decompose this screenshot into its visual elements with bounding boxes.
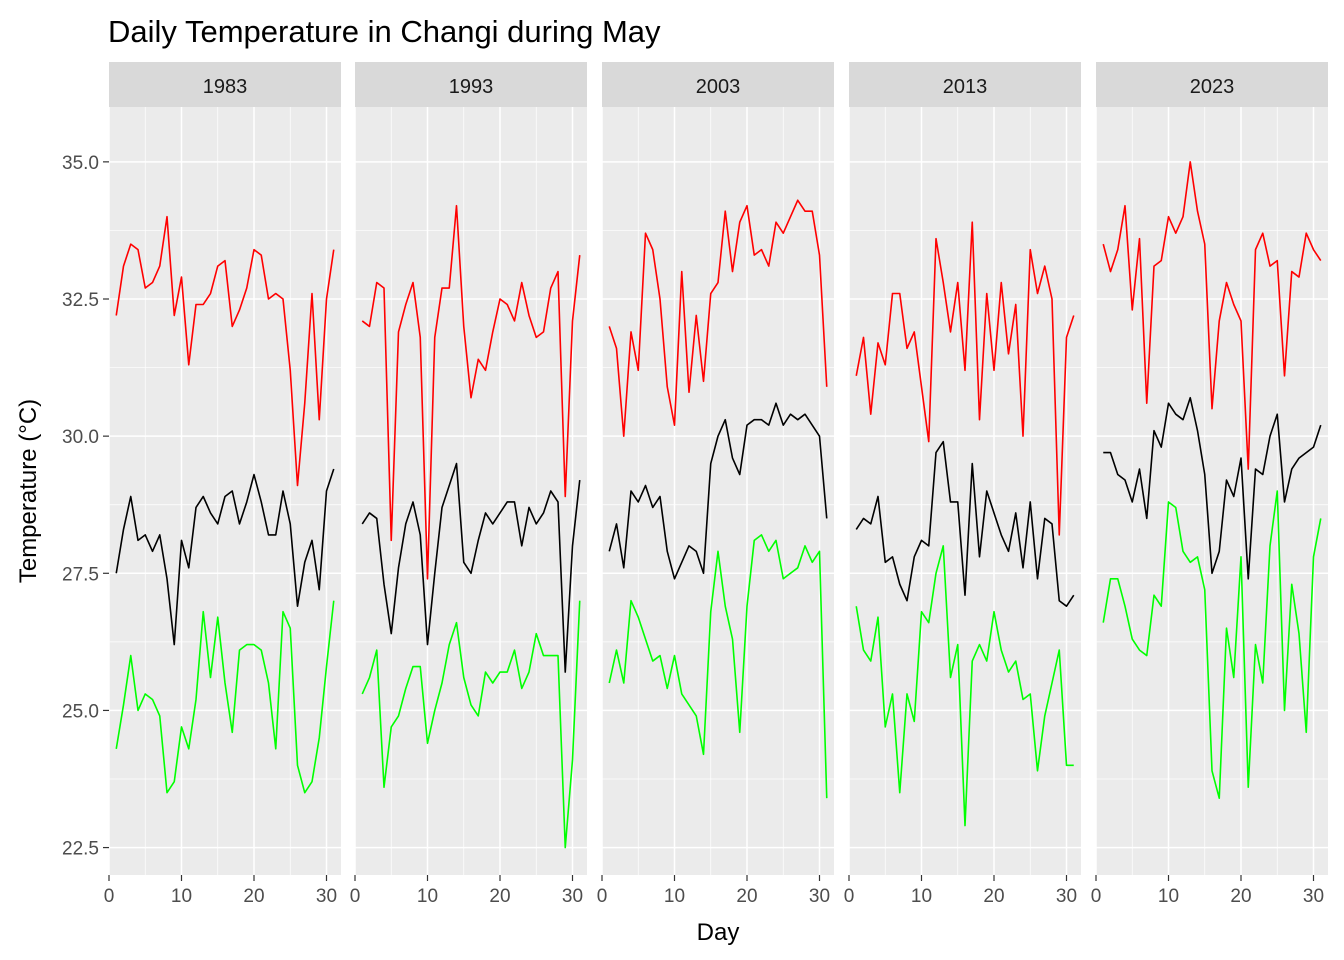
series-line-min <box>361 600 581 849</box>
x-tick-label: 20 <box>1230 886 1251 907</box>
facet-strip <box>1096 62 1328 107</box>
facet-panel-1993: 1993 0 10 20 30 <box>350 62 587 907</box>
x-tick-label: 0 <box>1091 886 1102 907</box>
y-tick-label: 32.5 <box>62 290 99 311</box>
series-line-min <box>608 534 828 799</box>
x-tick-label: 10 <box>1158 886 1179 907</box>
series-line-max <box>361 204 581 580</box>
facet-strip <box>109 62 341 107</box>
series-line-min <box>115 600 335 794</box>
x-tick-label: 30 <box>1303 886 1324 907</box>
y-axis: 22.5 25.0 27.5 30.0 32.5 35.0 <box>62 153 109 860</box>
x-tick-label: 30 <box>316 886 337 907</box>
panel-background <box>849 107 1081 875</box>
y-axis-title: Temperature (°C) <box>15 399 42 583</box>
facet-strip-label: 2023 <box>1190 76 1235 98</box>
series-line-mean <box>115 468 335 646</box>
series-line-mean <box>855 440 1075 608</box>
series-line-max <box>1102 161 1322 470</box>
x-tick-label: 20 <box>489 886 510 907</box>
facet-panel-2023: 2023 0 10 20 30 <box>1091 62 1328 907</box>
series-line-mean <box>608 402 828 580</box>
x-tick-label: 10 <box>664 886 685 907</box>
y-tick-label: 30.0 <box>62 427 99 448</box>
facet-panel-2013: 2013 0 10 20 30 <box>844 62 1081 907</box>
series-line-max <box>855 221 1075 536</box>
series-line-min <box>855 545 1074 827</box>
y-tick-label: 27.5 <box>62 564 99 585</box>
series-line-max <box>115 215 335 487</box>
series-line-min <box>1102 490 1322 800</box>
series-line-max <box>608 199 828 437</box>
series-line-mean <box>1103 396 1322 580</box>
facet-strip <box>849 62 1081 107</box>
facet-panel-1983: 1983 0 10 20 30 <box>104 62 341 907</box>
series-line-mean <box>361 462 581 673</box>
x-axis-title: Day <box>697 919 740 946</box>
facet-strip-label: 1983 <box>203 76 248 98</box>
x-tick-label: 10 <box>171 886 192 907</box>
facet-strip-label: 1993 <box>449 76 494 98</box>
panel-background <box>109 107 341 875</box>
facet-strip-label: 2013 <box>943 76 988 98</box>
facet-strip <box>602 62 834 107</box>
x-tick-label: 0 <box>597 886 608 907</box>
x-tick-label: 30 <box>809 886 830 907</box>
chart-title: Daily Temperature in Changi during May <box>108 14 661 49</box>
x-tick-label: 0 <box>844 886 855 907</box>
y-tick-label: 22.5 <box>62 839 99 860</box>
y-tick-label: 35.0 <box>62 153 99 174</box>
facet-panel-2003: 2003 0 10 20 30 <box>597 62 834 907</box>
x-tick-label: 0 <box>350 886 361 907</box>
x-tick-label: 30 <box>1056 886 1077 907</box>
x-tick-label: 0 <box>104 886 115 907</box>
x-tick-label: 20 <box>736 886 757 907</box>
x-tick-label: 10 <box>911 886 932 907</box>
x-tick-label: 30 <box>562 886 583 907</box>
x-tick-label: 20 <box>243 886 264 907</box>
facet-strip <box>355 62 587 107</box>
panel-background <box>602 107 834 875</box>
facet-strip-label: 2003 <box>696 76 741 98</box>
x-tick-label: 10 <box>417 886 438 907</box>
x-tick-label: 20 <box>983 886 1004 907</box>
y-tick-label: 25.0 <box>62 701 99 722</box>
